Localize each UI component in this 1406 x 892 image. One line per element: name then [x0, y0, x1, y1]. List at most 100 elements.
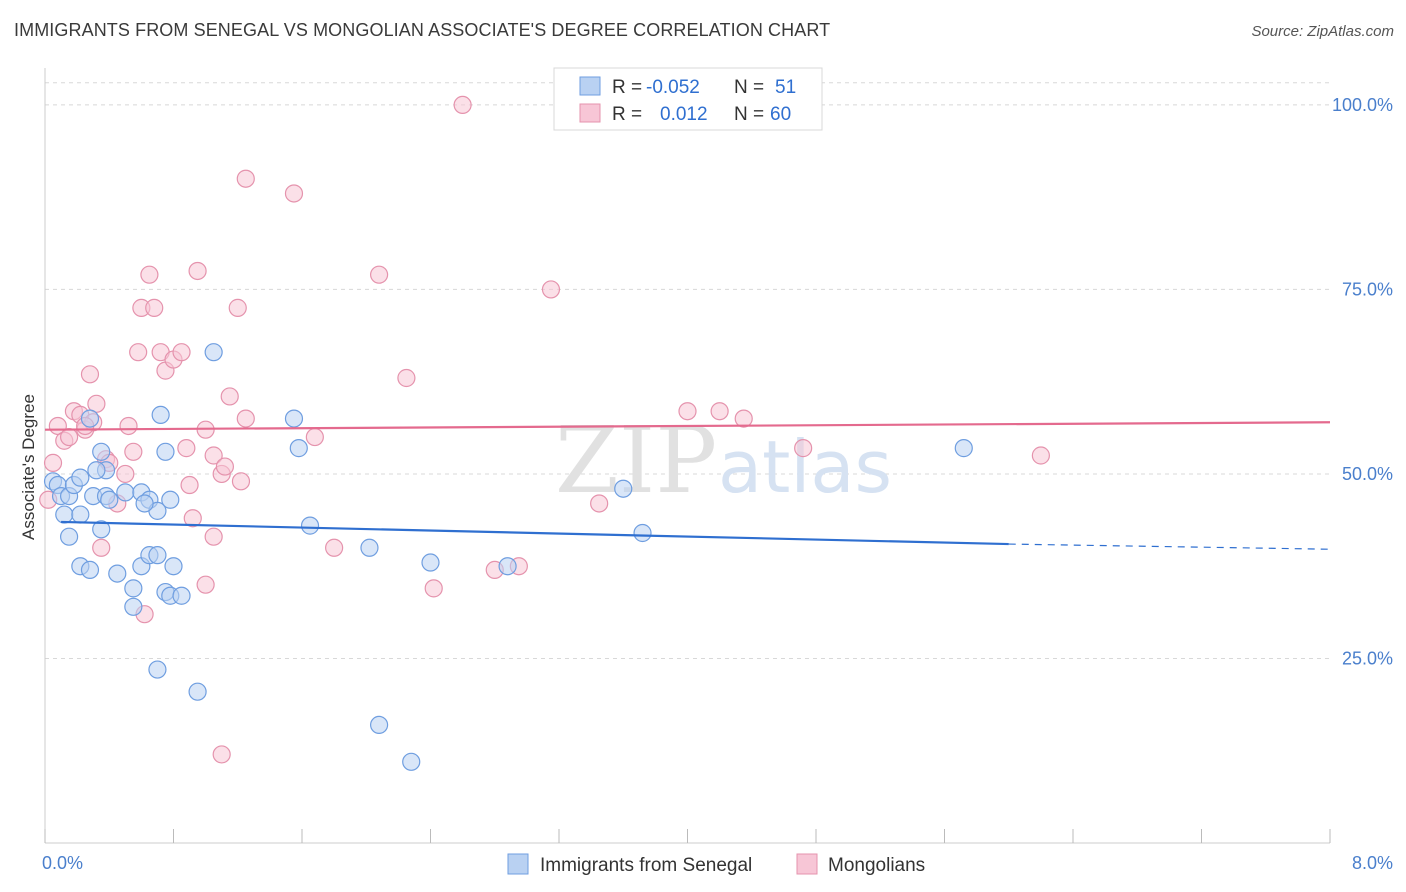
- senegal-point: [55, 505, 74, 524]
- mongolian-point: [204, 527, 223, 546]
- mongolian-point: [541, 280, 561, 299]
- y-tick-label: 25.0%: [1342, 648, 1393, 668]
- senegal-point: [498, 557, 517, 576]
- legend-n-label-1: N =: [734, 77, 764, 98]
- senegal-point: [59, 527, 79, 546]
- mongolian-point: [212, 745, 231, 764]
- legend-r-value-1: -0.052: [646, 77, 700, 98]
- mongolian-point: [204, 446, 223, 465]
- senegal-point: [71, 468, 90, 487]
- senegal-point: [633, 523, 652, 543]
- senegal-point: [108, 564, 127, 583]
- mongolian-point: [590, 494, 609, 513]
- y-tick-label: 75.0%: [1342, 279, 1393, 299]
- mongolian-point: [220, 387, 239, 406]
- mongolian-point: [231, 472, 251, 491]
- mongolian-point: [59, 427, 79, 447]
- legend-n-label-2: N =: [734, 104, 764, 125]
- series-legend-swatch-senegal: [507, 853, 529, 875]
- mongolian-point: [424, 579, 443, 598]
- senegal-point: [172, 586, 191, 605]
- senegal-point: [124, 597, 143, 616]
- senegal-point: [92, 442, 111, 461]
- mongolian-point: [145, 298, 164, 317]
- watermark-atlas: atlas: [718, 425, 892, 509]
- chart-title: IMMIGRANTS FROM SENEGAL VS MONGOLIAN ASS…: [14, 20, 831, 40]
- trend-lines: [44, 421, 1331, 550]
- senegal-point: [87, 461, 106, 480]
- senegal-point: [148, 546, 167, 565]
- mongolians-trend-line: [44, 421, 1331, 431]
- y-tick-labels: 25.0% 50.0% 75.0% 100.0%: [1332, 95, 1393, 669]
- mongolian-point: [284, 184, 304, 203]
- mongolian-point: [140, 265, 159, 284]
- senegal-point: [100, 490, 119, 509]
- x-tick-label-min: 0.0%: [42, 853, 83, 873]
- senegal-point: [188, 682, 207, 701]
- senegal-point: [116, 483, 135, 502]
- y-tick-label: 50.0%: [1342, 464, 1393, 484]
- senegal-point: [151, 405, 170, 425]
- mongolian-point: [80, 365, 100, 384]
- mongolian-point: [119, 416, 138, 436]
- x-tick-label-max: 8.0%: [1352, 853, 1393, 873]
- mongolian-point: [228, 298, 247, 317]
- legend-n-value-1: 51: [775, 77, 796, 98]
- senegal-point: [80, 560, 100, 580]
- series-legend-label-senegal: Immigrants from Senegal: [540, 855, 752, 876]
- senegal-trend-extension: [1008, 543, 1331, 550]
- senegal-point: [954, 439, 973, 458]
- y-tick-label: 100.0%: [1332, 95, 1393, 115]
- senegal-point: [80, 409, 100, 428]
- mongolian-point: [236, 409, 255, 428]
- source-label: Source: ZipAtlas.com: [1251, 23, 1394, 40]
- mongolian-point: [215, 457, 234, 476]
- mongolian-point: [370, 265, 389, 284]
- senegal-point: [161, 490, 180, 509]
- mongolian-point: [794, 439, 813, 458]
- mongolian-point: [177, 439, 196, 458]
- legend-n-value-2: 60: [770, 104, 791, 125]
- senegal-point: [71, 505, 90, 524]
- senegal-point: [204, 343, 223, 362]
- senegal-point: [370, 715, 389, 735]
- legend-r-value-2: 0.012: [660, 104, 708, 125]
- senegal-points: [43, 343, 973, 771]
- senegal-point: [289, 439, 308, 458]
- mongolian-point: [172, 343, 191, 362]
- mongolian-point: [196, 575, 215, 594]
- legend-r-label-1: R =: [612, 77, 642, 98]
- mongolian-point: [236, 169, 255, 188]
- senegal-point: [284, 409, 304, 428]
- mongolian-point: [325, 538, 344, 557]
- mongolian-point: [43, 453, 63, 472]
- senegal-point: [360, 538, 379, 557]
- mongolian-point: [734, 409, 753, 428]
- mongolian-point: [188, 261, 207, 281]
- correlation-legend: R = -0.052 N = 51 R = 0.012 N = 60: [553, 67, 823, 131]
- senegal-point: [148, 660, 167, 679]
- mongolian-point: [183, 509, 202, 528]
- grid-lines: [45, 82, 1330, 659]
- series-legend-label-mongolians: Mongolians: [828, 855, 925, 876]
- x-tick-labels: 0.0% 8.0%: [42, 853, 1393, 873]
- mongolian-point: [453, 95, 472, 115]
- mongolian-point: [92, 538, 111, 557]
- axes: [44, 68, 1331, 844]
- senegal-point: [402, 752, 421, 771]
- legend-swatch-pink: [579, 103, 601, 123]
- series-legend-swatch-mongolians: [796, 853, 818, 875]
- senegal-point: [164, 557, 183, 576]
- watermark: ZIP atlas: [555, 407, 892, 514]
- mongolian-point: [124, 442, 143, 461]
- mongolian-point: [116, 464, 135, 484]
- legend-r-label-2: R =: [612, 104, 642, 125]
- y-axis-label: Associate's Degree: [19, 394, 38, 540]
- mongolian-point: [678, 402, 697, 421]
- watermark-zip: ZIP: [555, 407, 717, 514]
- senegal-point: [135, 494, 154, 513]
- senegal-trend-line: [61, 520, 1009, 546]
- senegal-point: [92, 520, 111, 539]
- mongolian-point: [180, 475, 199, 495]
